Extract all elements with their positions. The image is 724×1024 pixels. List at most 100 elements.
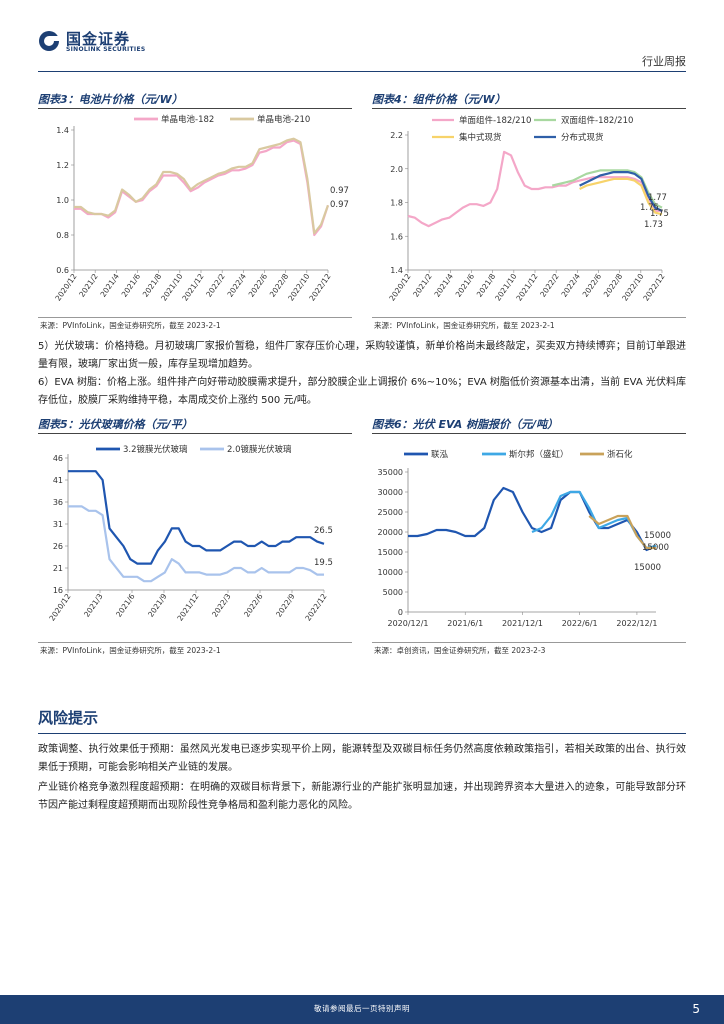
fig3-x-tick-label: 2021/6 — [120, 272, 143, 299]
fig3-x-tick-label: 2021/12 — [180, 272, 205, 303]
fig4-legend-label: 集中式现货 — [459, 132, 502, 143]
fig4-series-line-0 — [407, 150, 662, 228]
fig6-y-tick-label: 20000 — [378, 528, 403, 537]
fig5-source-rule — [38, 642, 352, 643]
fig5-x-tick-label: 2021/9 — [146, 592, 169, 619]
fig5-y-tick-label: 16 — [53, 586, 63, 595]
fig6-x-tick-label: 2020/12/1 — [387, 619, 428, 628]
fig4-value-label: 1.75 — [640, 203, 659, 213]
fig6-legend-label: 浙石化 — [607, 449, 633, 460]
fig5-x-tick-label: 2021/3 — [82, 592, 105, 619]
fig4-title-rule — [372, 108, 686, 109]
fig6-y-tick-label: 0 — [398, 608, 403, 617]
fig4-series-line-2 — [579, 177, 663, 216]
fig3-x-tick-label: 2021/2 — [77, 272, 100, 299]
fig6-value-label: 15000 — [644, 531, 671, 541]
fig4-chart: 1.4 1.6 1.8 2.0 2.2 2020/122021/22021/42021/6… — [387, 115, 669, 303]
fig3-value-label: 0.97 — [330, 186, 349, 196]
paragraph-eva: 6）EVA 树脂：价格上涨。组件排产向好带动胶膜需求提升，部分胶膜企业上调报价 … — [38, 377, 686, 406]
risk-section-title: 风险提示 — [38, 709, 99, 727]
fig4-x-tick-label: 2021/12 — [514, 272, 539, 303]
fig3-y-tick-label: 0.6 — [56, 266, 69, 275]
fig5-x-tick-label: 2022/6 — [242, 592, 265, 619]
fig3-chart: 0.6 0.8 1.0 1.2 1.4 2020/122021/22021/42021/6… — [53, 114, 349, 303]
fig5-x-tick-label: 2022/12 — [303, 592, 328, 623]
fig4-legend-label: 分布式现货 — [561, 132, 604, 143]
fig6-x-tick-label: 2021/12/1 — [502, 619, 543, 628]
fig3-title: 图表3：电池片价格（元/W） — [38, 93, 183, 106]
fig3-y-tick-label: 1.4 — [56, 126, 69, 135]
fig5-x-tick-label: 2022/3 — [210, 592, 233, 619]
footer-bar — [0, 995, 724, 1024]
fig4-value-label: 1.77 — [648, 193, 667, 203]
fig5-y-tick-label: 36 — [53, 498, 63, 507]
fig5-title: 图表5：光伏玻璃价格（元/平） — [38, 418, 193, 431]
fig5-x-tick-label: 2021/6 — [114, 592, 137, 619]
fig5-chart: 16 21 26 31 36 41 46 2020/12 2021/3 2021/6 2021/9 2… — [47, 444, 333, 623]
fig6-legend-label: 联泓 — [431, 450, 449, 460]
fig3-title-rule — [38, 108, 352, 109]
fig6-x-tick-label: 2022/12/1 — [616, 619, 657, 628]
fig3-x-tick-label: 2020/12 — [53, 272, 78, 303]
fig6-title-rule — [372, 433, 686, 434]
fig3-legend-label: 单晶电池-210 — [257, 114, 310, 125]
fig3-x-tick-label: 2022/6 — [247, 272, 270, 299]
fig6-x-tick-label: 2021/6/1 — [447, 619, 483, 628]
fig6-source: 来源：卓创资讯，国金证券研究所，截至 2023-2-3 — [374, 646, 546, 655]
fig3-x-tick-label: 2022/2 — [204, 272, 227, 299]
fig4-x-tick-label: 2021/6 — [454, 272, 477, 299]
page-number: 5 — [692, 1002, 700, 1016]
footer-disclaimer-link[interactable]: 敬请参阅最后一页特别声明 — [314, 1004, 410, 1013]
fig3-source: 来源：PVInfoLink，国金证券研究所，截至 2023-2-1 — [40, 321, 221, 330]
report-type: 行业周报 — [642, 55, 686, 68]
fig5-series-line-0 — [68, 470, 325, 565]
fig6-legend-label: 斯尔邦（盛虹） — [509, 449, 569, 460]
fig4-x-tick-label: 2020/12 — [387, 272, 412, 303]
fig6-y-tick-label: 25000 — [378, 508, 403, 517]
fig5-title-rule — [38, 433, 352, 434]
fig3-series-line-0 — [74, 139, 330, 237]
fig3-x-tick-label: 2022/4 — [225, 272, 248, 299]
fig6-y-tick-label: 35000 — [378, 468, 403, 477]
fig4-legend-label: 单面组件-182/210 — [459, 115, 531, 126]
fig5-x-tick-label: 2022/9 — [274, 592, 297, 619]
fig4-y-tick-label: 2.0 — [390, 165, 403, 174]
fig4-title: 图表4：组件价格（元/W） — [372, 93, 506, 106]
fig4-x-tick-label: 2021/4 — [432, 272, 455, 299]
fig4-y-tick-label: 1.4 — [390, 266, 403, 275]
fig6-x-tick-label: 2022/6/1 — [562, 619, 598, 628]
paragraph-glass: 5）光伏玻璃：价格持稳。月初玻璃厂家报价暂稳，组件厂家存压价心理，采购较谨慎，新… — [38, 341, 686, 370]
company-logo-icon — [39, 31, 59, 51]
fig4-source-rule — [372, 317, 686, 318]
fig5-legend-label: 3.2镀膜光伏玻璃 — [123, 444, 188, 455]
company-name-en: SINOLINK SECURITIES — [66, 46, 146, 53]
company-name-cn: 国金证券 — [66, 30, 131, 48]
fig4-source: 来源：PVInfoLink，国金证券研究所，截至 2023-2-1 — [374, 321, 555, 330]
header-divider — [38, 71, 686, 72]
fig3-value-label: 0.97 — [330, 200, 349, 210]
fig4-y-tick-label: 2.2 — [390, 131, 403, 140]
fig5-y-tick-label: 41 — [53, 476, 63, 485]
fig4-x-tick-label: 2022/6 — [581, 272, 604, 299]
risk-paragraph-policy: 政策调整、执行效果低于预期：虽然风光发电已逐步实现平价上网，能源转型及双碳目标任… — [38, 744, 686, 773]
fig3-x-tick-label: 2021/4 — [98, 272, 121, 299]
fig4-y-tick-label: 1.6 — [390, 232, 403, 241]
fig6-title: 图表6：光伏 EVA 树脂报价（元/吨） — [372, 418, 559, 431]
fig5-source: 来源：PVInfoLink，国金证券研究所，截至 2023-2-1 — [40, 646, 221, 655]
fig4-y-tick-label: 1.8 — [390, 199, 403, 208]
fig5-y-tick-label: 31 — [53, 520, 63, 529]
risk-paragraph-competition: 产业链价格竞争激烈程度超预期：在明确的双碳目标背景下，新能源行业的产能扩张明显加… — [38, 782, 686, 811]
fig4-series-line-3 — [579, 171, 663, 212]
fig6-value-label: 15000 — [642, 543, 669, 553]
fig6-y-tick-label: 30000 — [378, 488, 403, 497]
fig5-legend-label: 2.0镀膜光伏玻璃 — [227, 444, 292, 455]
fig6-series-line-0 — [408, 486, 657, 552]
fig6-series-line-2 — [588, 514, 656, 550]
fig6-source-rule — [372, 642, 686, 643]
fig5-y-tick-label: 26 — [53, 542, 63, 551]
fig3-source-rule — [38, 317, 352, 318]
fig3-y-tick-label: 0.8 — [56, 231, 69, 240]
fig4-value-label: 1.73 — [644, 220, 663, 230]
fig6-value-label: 15000 — [634, 563, 661, 573]
fig3-x-tick-label: 2022/12 — [307, 272, 332, 303]
